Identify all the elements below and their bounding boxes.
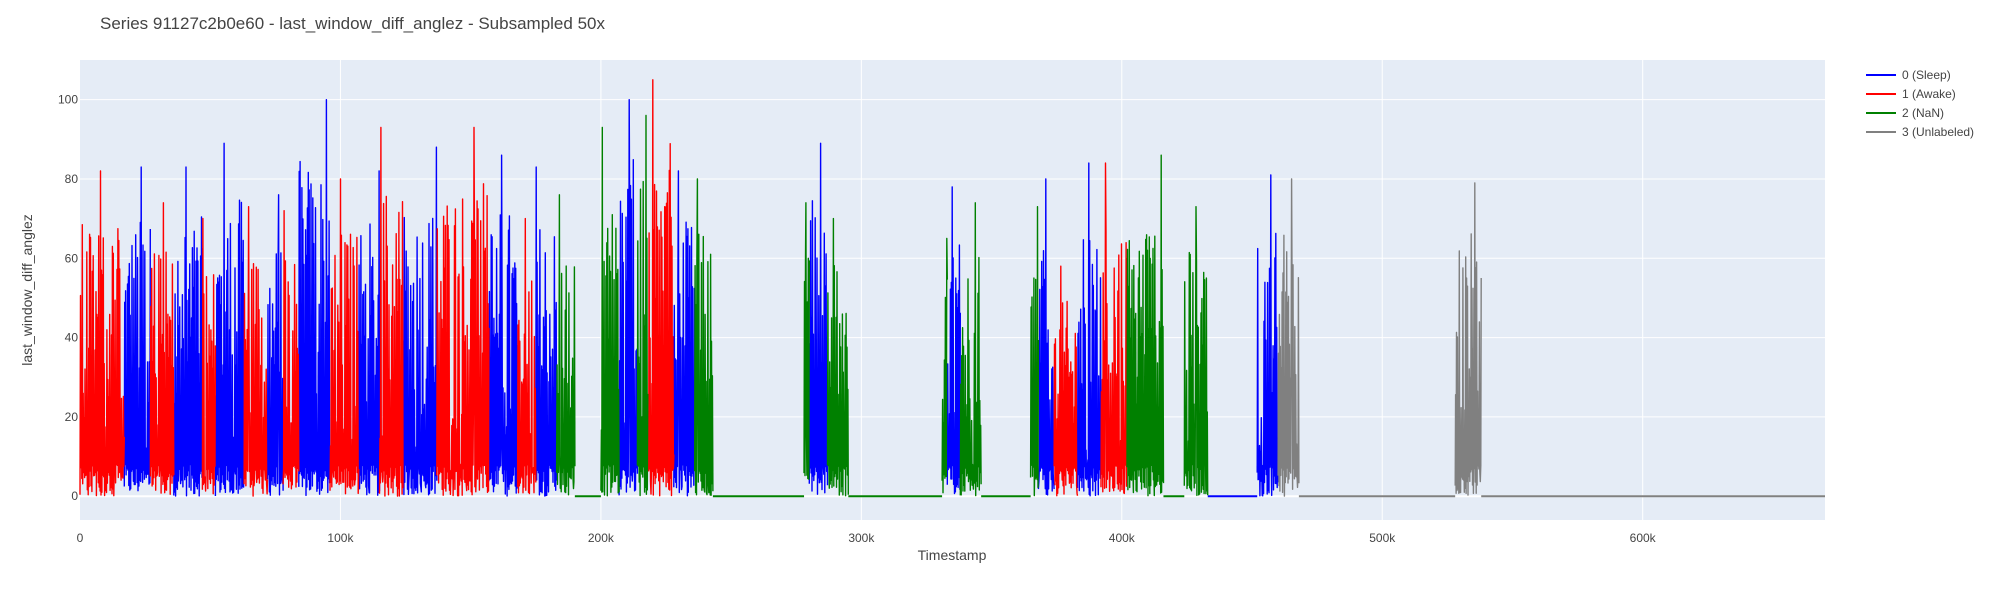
series-line-1-segment — [378, 126, 404, 497]
series-line-0-segment — [1076, 162, 1102, 497]
series-line-0-segment — [1256, 174, 1279, 497]
series-line-1-segment — [149, 202, 175, 495]
y-tick-label: 100 — [58, 93, 78, 107]
y-tick-label: 20 — [65, 410, 79, 424]
series-line-0-segment — [618, 99, 639, 496]
series-line-1-segment — [1053, 265, 1079, 497]
series-line-2-segment — [694, 178, 714, 496]
series-line-2-segment — [826, 217, 849, 497]
series-line-2-segment — [803, 202, 810, 480]
x-tick-label: 300k — [848, 531, 875, 545]
series-line-3-segment — [1454, 182, 1482, 496]
series-line-2-segment — [555, 194, 576, 496]
legend-label: 0 (Sleep) — [1902, 68, 1951, 82]
legend-item[interactable]: 1 (Awake) — [1866, 87, 1956, 101]
x-axis-title: Timestamp — [918, 547, 987, 563]
series-line-0-segment — [673, 170, 696, 497]
series-line-1-segment — [1100, 162, 1128, 495]
x-axis-ticks: 0 100k 200k 300k 400k 500k 600k — [77, 531, 1657, 545]
series-line-0-segment — [488, 154, 519, 497]
series-line-2-segment — [941, 237, 948, 494]
legend-item[interactable]: 3 (Unlabeled) — [1866, 125, 1974, 139]
y-axis-title: last_window_diff_anglez — [19, 214, 35, 366]
series-line-2-segment — [1029, 206, 1040, 497]
series-line-1-segment — [201, 217, 217, 495]
legend-label: 1 (Awake) — [1902, 87, 1956, 101]
chart-title: Series 91127c2b0e60 - last_window_diff_a… — [100, 14, 605, 33]
y-tick-label: 0 — [71, 489, 78, 503]
series-line-2-segment — [600, 126, 620, 497]
series-line-0-segment — [808, 142, 829, 495]
y-tick-label: 60 — [65, 251, 79, 265]
series-line-0-segment — [358, 170, 381, 496]
series-line-2-segment — [1183, 206, 1209, 497]
y-tick-label: 40 — [65, 331, 79, 345]
series-line-2-segment — [1126, 154, 1165, 497]
series-line-3-segment — [1277, 178, 1300, 497]
series-line-0-segment — [1037, 178, 1055, 496]
series-line-1-segment — [243, 206, 269, 497]
legend-label: 2 (NaN) — [1902, 106, 1944, 120]
legend-label: 3 (Unlabeled) — [1902, 125, 1974, 139]
series-line-1-segment — [79, 170, 125, 497]
series-line-1-segment — [436, 126, 490, 497]
series-line-0-segment — [173, 166, 204, 497]
series-lines — [79, 79, 1825, 498]
series-line-1-segment — [647, 79, 675, 497]
x-tick-label: 400k — [1109, 531, 1136, 545]
x-tick-label: 0 — [77, 531, 84, 545]
series-line-0-segment — [266, 194, 284, 496]
x-tick-label: 500k — [1369, 531, 1396, 545]
x-tick-label: 600k — [1630, 531, 1657, 545]
x-tick-label: 200k — [588, 531, 615, 545]
series-line-0-segment — [123, 166, 151, 492]
legend-item[interactable]: 0 (Sleep) — [1866, 68, 1951, 82]
y-axis-ticks: 0 20 40 60 80 100 — [58, 93, 78, 504]
series-line-0-segment — [298, 99, 331, 497]
series-line-0-segment — [402, 146, 438, 496]
series-line-0-segment — [214, 142, 245, 497]
series-line-1-segment — [282, 210, 300, 490]
legend-item[interactable]: 2 (NaN) — [1866, 106, 1944, 120]
x-tick-label: 100k — [327, 531, 354, 545]
legend[interactable]: 0 (Sleep) 1 (Awake) 2 (NaN) 3 (Unlabeled) — [1866, 68, 1974, 139]
series-line-2-segment — [636, 114, 649, 497]
series-line-0-segment — [535, 166, 558, 497]
series-line-1-segment — [516, 217, 537, 495]
y-tick-label: 80 — [65, 172, 79, 186]
series-line-1-segment — [329, 178, 360, 495]
series-line-2-segment — [959, 202, 982, 497]
series-line-0-segment — [946, 186, 961, 495]
